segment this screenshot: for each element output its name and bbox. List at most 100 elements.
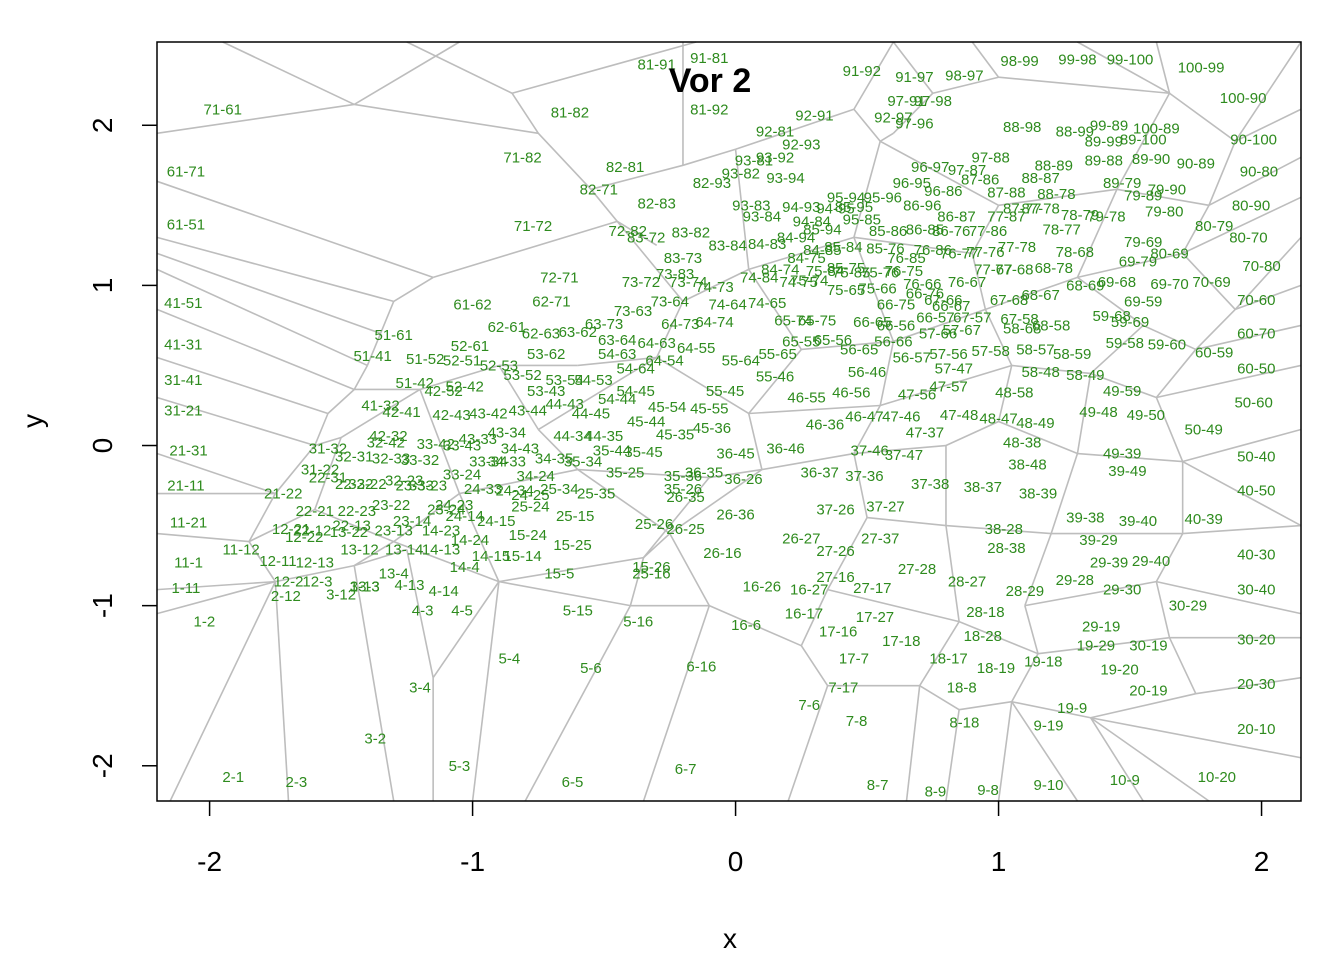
cell-label: 19-9	[1057, 700, 1087, 717]
cell-label: 44-34	[553, 428, 591, 445]
cell-label: 57-47	[935, 361, 973, 378]
voronoi-edge	[1182, 524, 1302, 535]
cell-label: 10-9	[1110, 772, 1140, 789]
cell-label: 36-37	[801, 465, 839, 482]
cell-label: 3-13	[350, 578, 380, 595]
cell-label: 52-42	[446, 378, 484, 395]
cell-label: 21-11	[167, 478, 204, 495]
cell-label: 24-14	[446, 508, 484, 525]
cell-label: 20-19	[1129, 683, 1167, 700]
voronoi-edge	[353, 565, 395, 802]
cell-label: 11-12	[223, 542, 260, 559]
cell-label: 75-66	[858, 281, 896, 298]
voronoi-edge	[1234, 108, 1302, 142]
cell-label: 74-73	[695, 279, 733, 296]
cell-label: 35-36	[664, 468, 702, 485]
x-tick-label: -2	[197, 846, 222, 877]
cell-label: 100-89	[1133, 120, 1180, 137]
cell-label: 18-28	[964, 628, 1002, 645]
cell-label: 70-69	[1192, 274, 1230, 291]
cell-label: 45-44	[627, 414, 665, 431]
cell-label: 22-23	[338, 503, 376, 520]
y-tick-label: 1	[87, 278, 118, 294]
cell-label: 86-85	[906, 221, 944, 238]
cell-label: 64-55	[677, 340, 715, 357]
voronoi-edge	[853, 108, 881, 142]
voronoi-edge	[735, 108, 855, 151]
cell-label: 15-24	[509, 527, 547, 544]
voronoi-edge	[1181, 204, 1210, 254]
cell-label: 45-55	[690, 401, 728, 418]
voronoi-edge	[853, 405, 881, 454]
voronoi-edge	[459, 468, 578, 495]
voronoi-edge	[958, 700, 1012, 711]
cell-label: 88-98	[1003, 119, 1041, 136]
cell-label: 68-67	[1021, 287, 1059, 304]
voronoi-edge	[1024, 533, 1052, 606]
voronoi-edge	[984, 309, 1013, 366]
cell-label: 43-33	[459, 431, 497, 448]
voronoi-edge	[1156, 364, 1302, 399]
cell-label: 24-34	[495, 482, 533, 499]
voronoi-edge	[879, 140, 999, 207]
cell-label: 86-87	[937, 209, 975, 226]
cell-label: 47-56	[898, 386, 936, 403]
cell-label: 13-3	[350, 578, 380, 595]
cell-label: 98-97	[945, 68, 983, 85]
cell-label: 63-62	[559, 324, 597, 341]
cell-label: 14-15	[472, 548, 510, 565]
cell-label: 69-70	[1150, 276, 1188, 293]
cell-label: 52-53	[480, 357, 518, 374]
cell-label: 93-92	[756, 149, 794, 166]
cell-label: 100-99	[1178, 60, 1225, 77]
cell-label: 50-49	[1185, 422, 1223, 439]
voronoi-edge	[1182, 428, 1302, 463]
cell-label: 5-16	[623, 614, 653, 631]
voronoi-edge	[958, 620, 1039, 655]
cell-label: 16-26	[743, 578, 781, 595]
cell-label: 26-16	[703, 545, 741, 562]
cell-label: 96-86	[924, 183, 962, 200]
cell-label: 5-4	[499, 650, 521, 667]
cell-label: 56-66	[874, 333, 912, 350]
cell-label: 69-59	[1124, 293, 1162, 310]
cell-label: 48-58	[995, 385, 1033, 402]
y-tick-label: 2	[87, 117, 118, 133]
cell-label: 46-56	[832, 385, 870, 402]
cell-label: 91-97	[895, 69, 933, 86]
cell-label: 88-78	[1037, 186, 1075, 203]
cell-label: 53-54	[545, 372, 583, 389]
voronoi-edge	[853, 453, 868, 518]
cell-label: 49-50	[1127, 407, 1165, 424]
cell-label: 35-25	[606, 465, 644, 482]
cell-label: 15-26	[632, 559, 670, 576]
y-tick-label: 0	[87, 438, 118, 454]
cell-label: 25-24	[511, 498, 549, 515]
voronoi-edge	[353, 540, 395, 567]
cell-label: 96-95	[893, 175, 931, 192]
cell-label: 74-75	[780, 274, 818, 291]
cell-label: 31-22	[301, 462, 339, 479]
voronoi-edge	[1155, 533, 1184, 583]
cell-label: 45-36	[693, 420, 731, 437]
voronoi-edge	[590, 188, 618, 222]
cell-label: 67-58	[1000, 311, 1038, 328]
cell-label: 41-32	[361, 397, 399, 414]
cell-label: 23-22	[372, 497, 410, 514]
cell-label: 81-82	[551, 104, 589, 121]
cell-label: 85-94	[803, 221, 841, 238]
cell-label: 76-67	[948, 274, 986, 291]
cell-label: 3-4	[409, 679, 431, 696]
cell-label: 24-15	[477, 513, 515, 530]
cell-label: 70-60	[1237, 292, 1275, 309]
cell-label: 69-68	[1098, 274, 1136, 291]
voronoi-edge	[879, 132, 894, 142]
cell-label: 100-90	[1220, 90, 1267, 107]
cell-label: 26-36	[716, 506, 754, 523]
cell-label: 15-14	[503, 548, 541, 565]
voronoi-edge	[511, 92, 540, 134]
cell-label: 6-7	[675, 761, 697, 778]
cell-label: 23-14	[393, 513, 431, 530]
cell-label: 66-57	[916, 309, 954, 326]
